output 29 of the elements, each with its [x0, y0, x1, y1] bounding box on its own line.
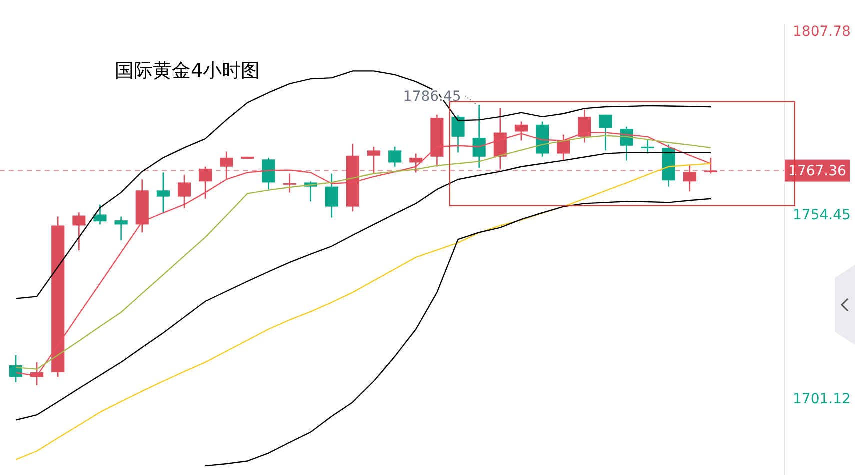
candlestick — [94, 204, 107, 226]
y-tick-label: 1701.12 — [793, 391, 851, 408]
candlestick — [114, 216, 128, 242]
candlestick — [472, 104, 486, 169]
ref-line-label: 1767.36 — [788, 164, 847, 180]
candlestick — [262, 157, 276, 190]
candlestick — [199, 166, 212, 200]
candlestick — [325, 173, 338, 218]
candlestick — [578, 109, 592, 144]
y-tick-label: 1807.78 — [793, 24, 851, 40]
candlestick — [641, 138, 654, 154]
candlestick — [557, 134, 570, 162]
candlestick — [683, 164, 696, 192]
candlestick — [72, 212, 86, 252]
y-tick-label: 1754.45 — [793, 208, 851, 224]
candlestick — [599, 114, 612, 152]
candlestick — [367, 146, 381, 174]
candlestick — [388, 146, 402, 168]
candlestick — [283, 173, 296, 194]
candlestick — [514, 121, 528, 142]
text: 国际黄金4小时图 — [115, 60, 260, 82]
line-series — [15, 152, 712, 421]
line-series — [15, 163, 712, 460]
candlestick — [178, 174, 192, 210]
candlestick — [220, 151, 234, 180]
candlestick — [156, 172, 170, 214]
candlestick — [452, 114, 465, 154]
line-series — [204, 198, 712, 467]
candlestick — [704, 157, 718, 174]
